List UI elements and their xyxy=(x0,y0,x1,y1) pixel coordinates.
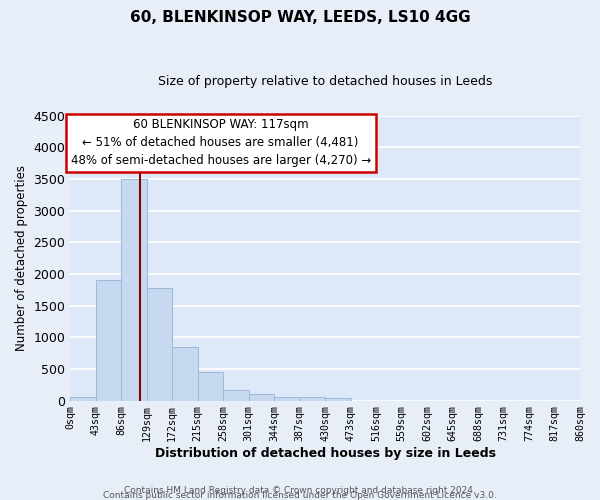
Text: Contains public sector information licensed under the Open Government Licence v3: Contains public sector information licen… xyxy=(103,491,497,500)
Bar xyxy=(172,346,197,401)
Bar xyxy=(223,390,248,400)
X-axis label: Distribution of detached houses by size in Leeds: Distribution of detached houses by size … xyxy=(155,447,496,460)
Bar xyxy=(70,398,95,400)
Bar xyxy=(274,397,299,400)
Text: Contains HM Land Registry data © Crown copyright and database right 2024.: Contains HM Land Registry data © Crown c… xyxy=(124,486,476,495)
Text: 60 BLENKINSOP WAY: 117sqm
← 51% of detached houses are smaller (4,481)
48% of se: 60 BLENKINSOP WAY: 117sqm ← 51% of detac… xyxy=(71,118,371,168)
Bar xyxy=(198,372,223,400)
Bar xyxy=(325,398,350,400)
Title: Size of property relative to detached houses in Leeds: Size of property relative to detached ho… xyxy=(158,75,493,88)
Bar xyxy=(300,397,325,400)
Bar xyxy=(249,394,274,400)
Y-axis label: Number of detached properties: Number of detached properties xyxy=(15,165,28,351)
Bar xyxy=(121,179,146,400)
Bar xyxy=(147,288,172,401)
Text: 60, BLENKINSOP WAY, LEEDS, LS10 4GG: 60, BLENKINSOP WAY, LEEDS, LS10 4GG xyxy=(130,10,470,25)
Bar xyxy=(96,280,121,400)
